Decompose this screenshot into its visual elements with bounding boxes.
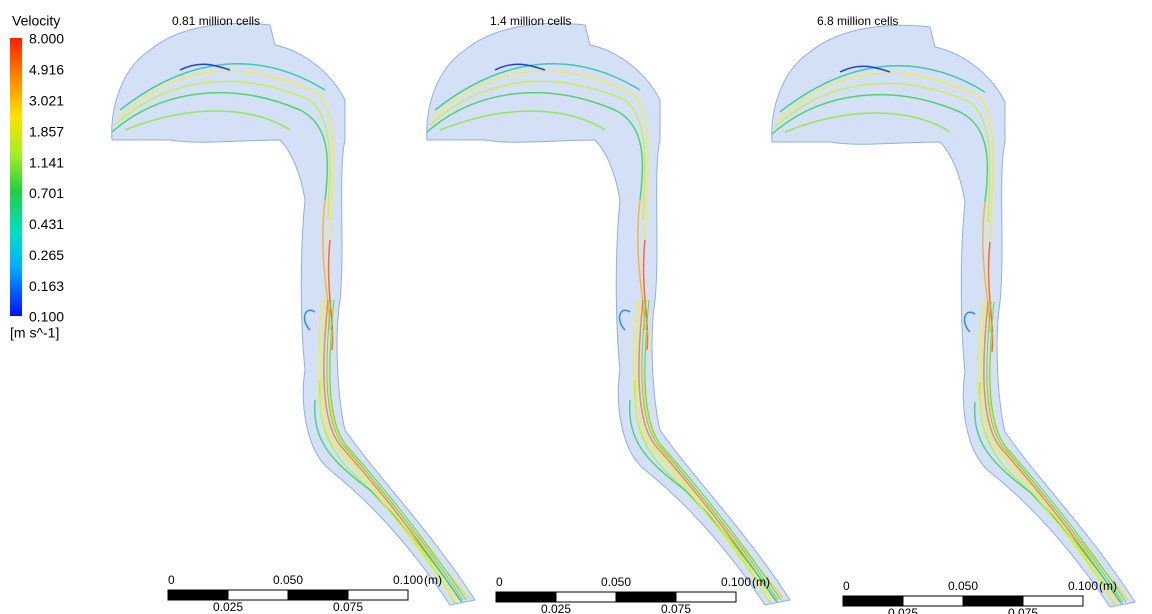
scale-bar-segment: [347, 589, 409, 601]
streamline: [644, 299, 782, 601]
streamline: [777, 72, 994, 243]
streamline: [779, 65, 986, 113]
streamline: [434, 63, 641, 111]
scale-label: 0.025: [213, 600, 243, 614]
streamline: [124, 110, 291, 131]
colorbar-tick-label: 0.163: [29, 278, 64, 294]
streamline: [494, 63, 546, 71]
colorbar-tick-label: 3.021: [29, 92, 64, 108]
scale-label: 0.100: [1068, 579, 1098, 593]
scale-label: 0.025: [541, 602, 571, 614]
airway-surface: [426, 22, 791, 606]
scale-bar-segment: [842, 595, 904, 607]
scale-label: 0.025: [888, 606, 918, 614]
scale-label: 0.075: [1008, 606, 1038, 614]
streamline: [618, 309, 631, 331]
scale-unit: (m): [424, 573, 442, 587]
streamline: [329, 299, 467, 601]
scale-label: 0.075: [333, 600, 363, 614]
scale-bar-segment: [287, 589, 349, 601]
streamline: [119, 63, 326, 111]
streamline: [986, 301, 1124, 603]
panel-title: 6.8 million cells: [817, 14, 898, 28]
streamline: [179, 63, 231, 71]
streamline: [111, 91, 329, 201]
streamline: [774, 82, 991, 223]
streamline: [638, 299, 776, 601]
streamline: [628, 399, 778, 603]
colorbar-tick-label: 0.100: [29, 309, 64, 325]
scale-label: 0: [843, 579, 850, 593]
colorbar-tick-label: 0.701: [29, 185, 64, 201]
colorbar-scale: [10, 38, 22, 316]
streamline: [303, 309, 316, 331]
streamline: [973, 401, 1123, 605]
airway-panel: [111, 22, 476, 606]
scale-label: 0.100: [393, 573, 423, 587]
streamline: [983, 301, 1121, 603]
streamline: [432, 70, 649, 241]
scale-bar-segment: [675, 591, 737, 603]
streamline: [328, 329, 469, 599]
colorbar-tick-label: 4.916: [29, 62, 64, 78]
streamline: [989, 301, 1127, 603]
scale-label: 0: [496, 575, 503, 589]
scale-label: 0.050: [948, 579, 978, 593]
streamline: [320, 299, 458, 601]
streamline: [114, 80, 331, 221]
scale-bar-segment: [1022, 595, 1084, 607]
scale-bar-segment: [615, 591, 677, 603]
streamline: [641, 299, 779, 601]
scale-unit: (m): [752, 575, 770, 589]
streamline: [439, 110, 606, 131]
streamline: [635, 299, 773, 601]
streamline: [117, 70, 334, 241]
airway-panel: [426, 22, 791, 606]
scale-bar-segment: [902, 595, 964, 607]
scale-label: 0.050: [273, 573, 303, 587]
colorbar-tick-label: 0.265: [29, 247, 64, 263]
streamline: [643, 329, 784, 599]
colorbar-tick-label: 0.431: [29, 216, 64, 232]
scale-bar-segment: [167, 589, 229, 601]
scale-label: 0.100: [721, 575, 751, 589]
streamline: [429, 80, 646, 221]
streamline: [771, 93, 989, 203]
streamline: [323, 299, 461, 601]
colorbar-unit: [m s^-1]: [10, 325, 59, 341]
colorbar: Velocity [m s^-1] 8.000 4.916 3.021 1.857 1.…: [10, 13, 64, 341]
colorbar-tick-label: 1.857: [29, 123, 64, 139]
scale-bar-segment: [495, 591, 557, 603]
streamline: [980, 301, 1118, 603]
streamline: [784, 112, 951, 133]
scale-label: 0: [168, 573, 175, 587]
airway-surface: [111, 22, 476, 606]
colorbar-tick-label: 1.141: [29, 154, 64, 170]
scale-bar-segment: [555, 591, 617, 603]
streamline: [317, 299, 455, 601]
panel-title: 1.4 million cells: [490, 14, 571, 28]
scale-label: 0.075: [661, 602, 691, 614]
streamline: [632, 299, 770, 601]
streamline: [839, 65, 891, 73]
streamline: [988, 331, 1129, 601]
streamline: [313, 399, 463, 603]
colorbar-tick-label: 8.000: [29, 31, 64, 47]
colorbar-title: Velocity: [12, 13, 60, 29]
streamline: [326, 299, 464, 601]
scale-bar-segment: [227, 589, 289, 601]
streamline: [426, 91, 644, 201]
scale-bar-segment: [962, 595, 1024, 607]
scale-unit: (m): [1099, 579, 1117, 593]
airway-surface: [771, 24, 1136, 608]
streamline: [977, 301, 1115, 603]
airway-panel: [771, 24, 1136, 608]
streamline: [963, 311, 976, 333]
scale-label: 0.050: [601, 575, 631, 589]
panel-title: 0.81 million cells: [172, 14, 260, 28]
